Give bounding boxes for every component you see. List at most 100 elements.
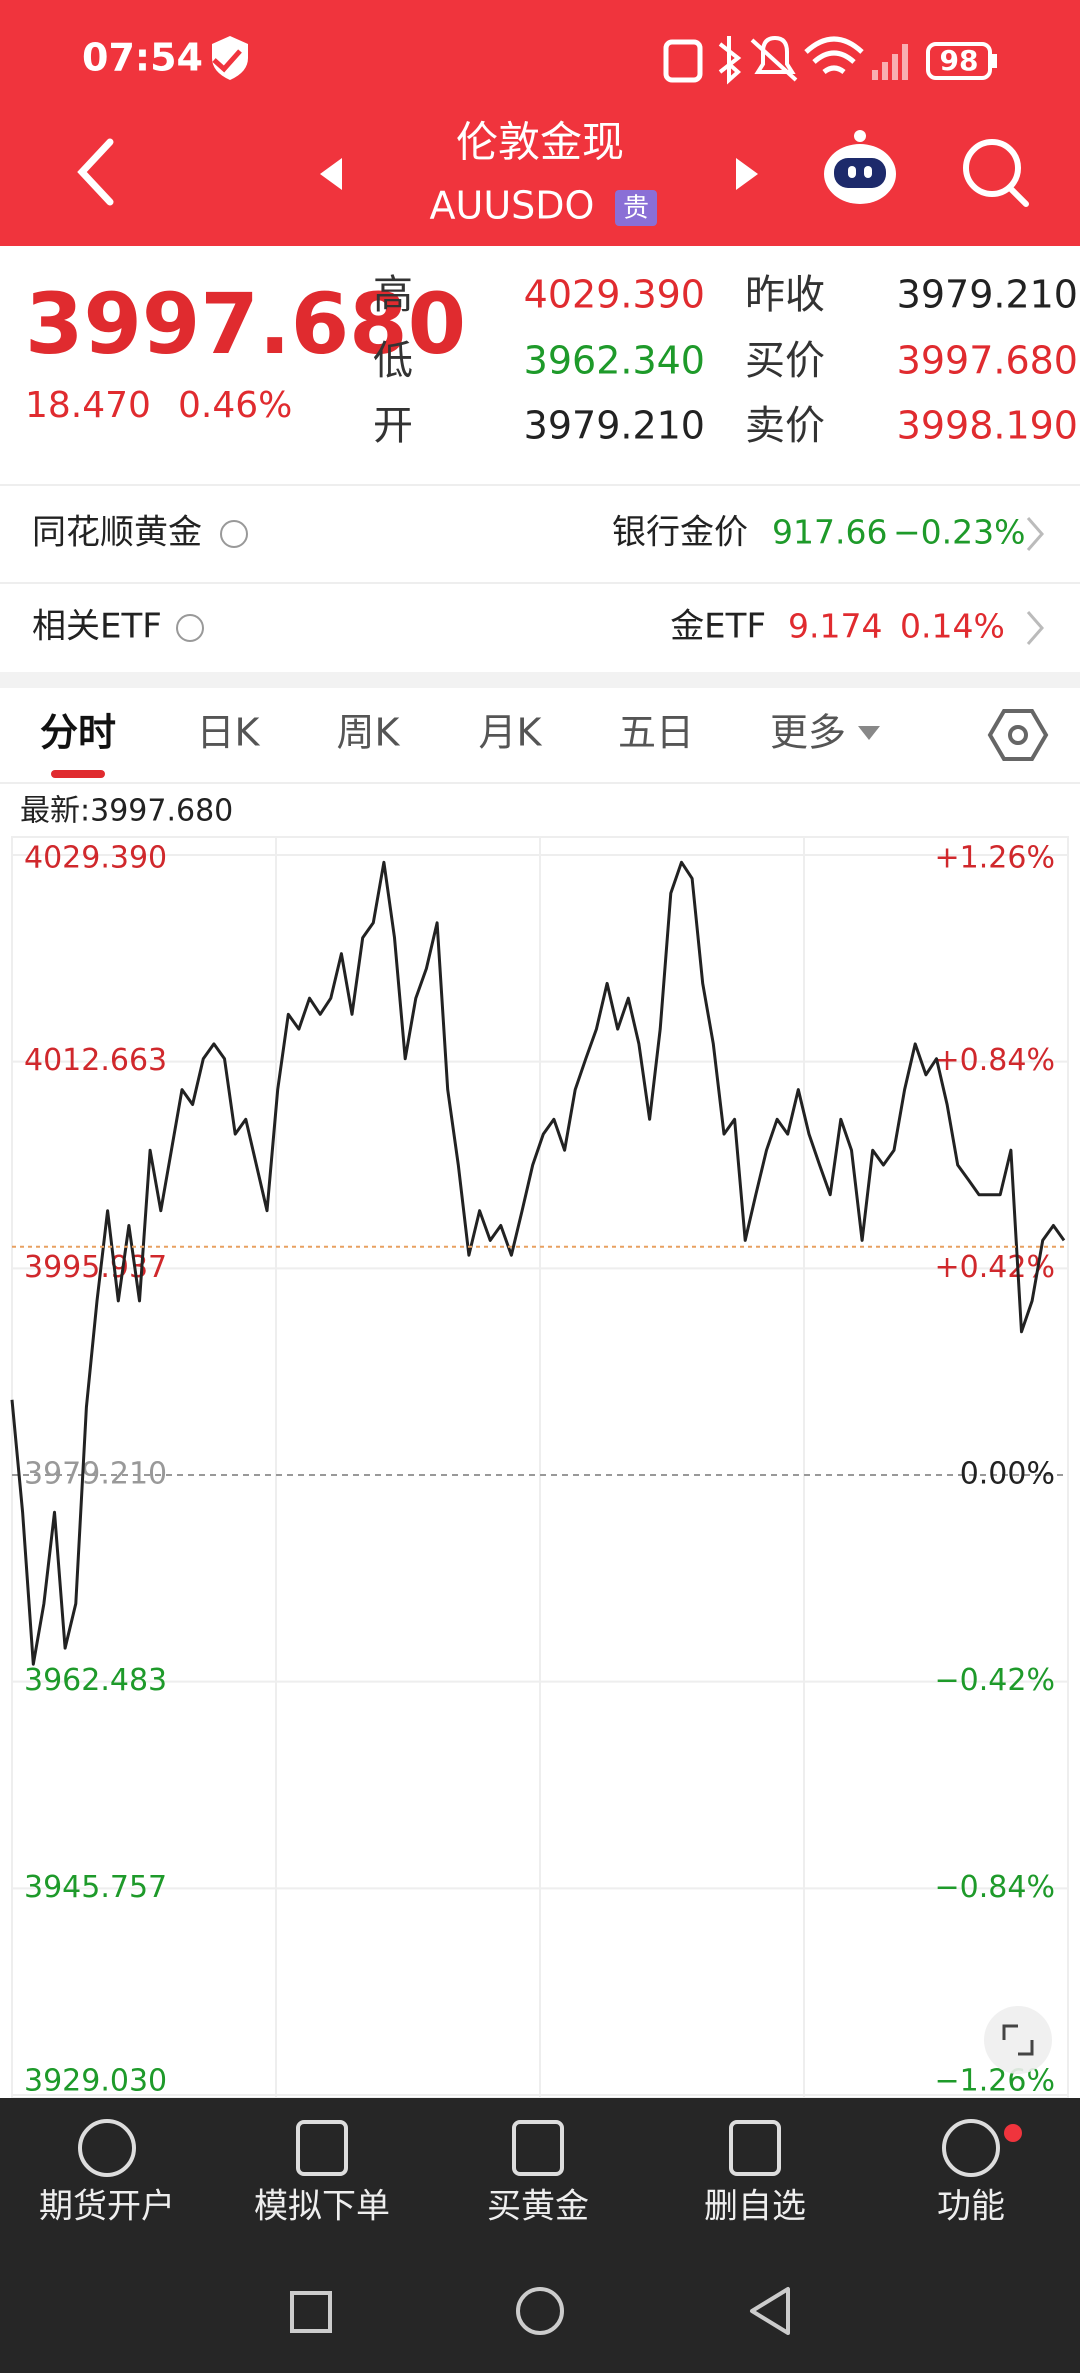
toolbar-label: 期货开户: [39, 2187, 175, 2227]
badge-bg: [615, 190, 657, 226]
related-row[interactable]: 相关ETF 金ETF 9.174 0.14%: [32, 607, 1044, 647]
stat-value: 3962.340: [524, 339, 705, 383]
stat-label: 高: [373, 272, 413, 318]
y-tick-label: 3995.937: [24, 1250, 167, 1285]
related-row[interactable]: 同花顺黄金 银行金价 917.66 −0.23%: [32, 513, 1044, 553]
status-time: 07:54: [82, 36, 203, 80]
chevron: [1026, 611, 1044, 645]
divider: [0, 484, 1080, 486]
tab[interactable]: 分时: [40, 711, 116, 755]
toolbar-button[interactable]: 功能: [937, 2119, 1005, 2227]
header-badge: 贵: [623, 194, 649, 224]
stat-value: 3997.680: [897, 339, 1078, 383]
y2-tick-label: +0.84%: [935, 1043, 1055, 1078]
tab[interactable]: 日K: [197, 711, 261, 755]
stat-value: 3998.190: [897, 404, 1078, 448]
related-price: 9.174: [788, 607, 882, 646]
fullscreen-icon: [1002, 2024, 1034, 2056]
vertical-grid: [275, 837, 805, 2098]
mute-icon: [750, 35, 798, 82]
settings-button[interactable]: [987, 709, 1049, 761]
toolbar-bg: [0, 2098, 1080, 2373]
battery-outline: [926, 42, 992, 80]
next-button[interactable]: [736, 158, 758, 190]
battery-tip: [992, 54, 997, 68]
nav-back[interactable]: [750, 2287, 790, 2335]
shield-check: [212, 49, 242, 73]
section-gap: [0, 672, 1080, 688]
quote-change: 18.470: [25, 385, 151, 426]
stat-value: 3979.210: [524, 404, 705, 448]
toolbar-icon: [942, 2119, 1000, 2177]
toolbar-icon: [78, 2119, 136, 2177]
latest-label: 最新:3997.680: [20, 794, 233, 829]
toolbar-label: 删自选: [704, 2187, 806, 2227]
tab[interactable]: 更多: [770, 711, 846, 755]
related-price: 917.66: [772, 513, 887, 552]
quote-change-pct: 0.46%: [178, 385, 292, 426]
bluetooth-icon: [718, 36, 742, 85]
divider: [0, 582, 1080, 584]
prev-button[interactable]: [320, 158, 342, 190]
toolbar-button[interactable]: 买黄金: [487, 2120, 589, 2227]
y-tick-label: 4029.390: [24, 841, 167, 876]
back-button[interactable]: [77, 138, 114, 206]
y2-tick-label: −0.42%: [935, 1663, 1055, 1698]
toolbar-button[interactable]: 模拟下单: [254, 2120, 390, 2227]
tab[interactable]: 五日: [618, 711, 694, 755]
y2-tick-label: +1.26%: [935, 841, 1055, 876]
y-tick-label: 3979.210: [24, 1457, 167, 1492]
header-title: 伦敦金现: [456, 118, 624, 167]
related-change: 0.14%: [900, 607, 1005, 646]
chevron: [1026, 517, 1044, 551]
stat-label: 低: [373, 338, 413, 384]
tab-indicator: [51, 770, 105, 778]
divider: [0, 782, 1080, 784]
battery-level: 98: [940, 44, 979, 77]
tab[interactable]: 月K: [479, 711, 543, 755]
related-item: 银行金价: [612, 513, 748, 553]
nfc-icon: [663, 39, 703, 83]
related-item: 金ETF: [670, 607, 766, 647]
nav-home[interactable]: [516, 2287, 564, 2335]
stat-label: 开: [373, 403, 413, 449]
related-change: −0.23%: [893, 513, 1025, 552]
tab[interactable]: 周K: [337, 711, 401, 755]
quote-price: 3997.680: [25, 275, 466, 373]
y2-tick-label: −1.26%: [935, 2064, 1055, 2099]
signal-icon: [872, 44, 908, 80]
nav-recents[interactable]: [290, 2291, 332, 2333]
y2-tick-label: 0.00%: [960, 1457, 1055, 1492]
dropdown-arrow: [858, 726, 880, 740]
stat-value: 4029.390: [524, 273, 705, 317]
toolbar-icon: [729, 2120, 781, 2176]
header-code: AUUSDO: [430, 184, 595, 228]
notification-dot: [1004, 2124, 1022, 2142]
stat-label: 买价: [745, 338, 825, 384]
help-icon: [176, 614, 204, 642]
robot-icon[interactable]: [824, 130, 896, 204]
help-icon: [220, 520, 248, 548]
price-line: [10, 860, 1066, 1666]
toolbar-icon: [296, 2120, 348, 2176]
y2-tick-label: −0.84%: [935, 1870, 1055, 1905]
search-button[interactable]: [963, 139, 1029, 207]
header-bg: [0, 0, 1080, 246]
fullscreen-button[interactable]: [984, 2006, 1052, 2074]
toolbar-label: 功能: [937, 2187, 1005, 2227]
y-tick-label: 4012.663: [24, 1043, 167, 1078]
toolbar-button[interactable]: 删自选: [704, 2120, 806, 2227]
toolbar-label: 买黄金: [487, 2187, 589, 2227]
stat-label: 昨收: [745, 272, 825, 318]
stat-value: 3979.210: [897, 273, 1078, 317]
toolbar-button[interactable]: 期货开户: [39, 2119, 175, 2227]
toolbar-label: 模拟下单: [254, 2187, 390, 2227]
y-tick-label: 3929.030: [24, 2064, 167, 2099]
wifi-icon: [804, 36, 864, 75]
related-name: 相关ETF: [32, 607, 162, 647]
y-tick-label: 3962.483: [24, 1663, 167, 1698]
stat-label: 卖价: [745, 403, 825, 449]
toolbar-icon: [512, 2120, 564, 2176]
